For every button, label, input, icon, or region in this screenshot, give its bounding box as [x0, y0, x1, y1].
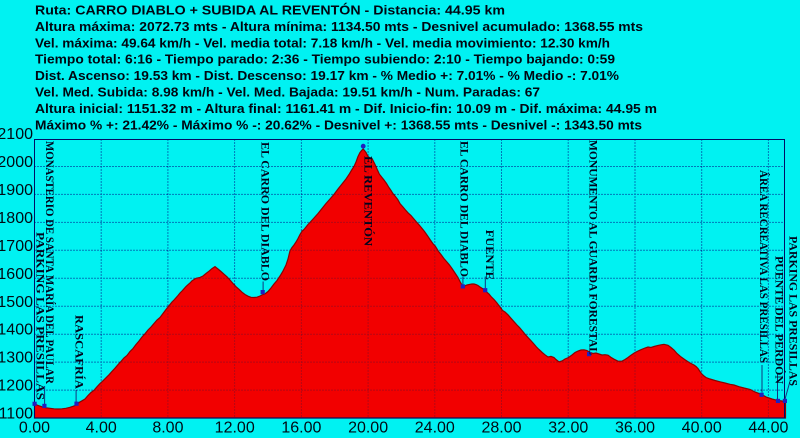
svg-text:8.00: 8.00: [152, 420, 183, 437]
svg-text:Altura máxima: 2072.73 mts - A: Altura máxima: 2072.73 mts - Altura míni…: [35, 19, 643, 34]
svg-text:1900: 1900: [0, 182, 33, 199]
svg-text:0.00: 0.00: [19, 420, 50, 437]
svg-text:1100: 1100: [0, 406, 33, 423]
svg-text:RASCAFRÍA: RASCAFRÍA: [73, 315, 87, 390]
svg-text:44.00: 44.00: [748, 420, 788, 437]
svg-text:Altura inicial: 1151.32 m - Al: Altura inicial: 1151.32 m - Altura final…: [35, 101, 657, 116]
svg-text:1200: 1200: [0, 378, 33, 395]
svg-text:EL REVENTÓN: EL REVENTÓN: [362, 156, 376, 247]
svg-text:4.00: 4.00: [86, 420, 117, 437]
svg-text:12.00: 12.00: [215, 420, 255, 437]
svg-text:Dist. Ascenso: 19.53 km - Dist: Dist. Ascenso: 19.53 km - Dist. Descenso…: [35, 68, 619, 83]
svg-text:1400: 1400: [0, 322, 33, 339]
svg-text:1800: 1800: [0, 210, 33, 227]
svg-text:PUENTE DEL PERDÓN: PUENTE DEL PERDÓN: [773, 256, 787, 385]
svg-text:Vel. Med. Subida: 8.98 km/h -: Vel. Med. Subida: 8.98 km/h - Vel. Med. …: [35, 85, 540, 100]
svg-text:PARKING LAS PRESILLAS: PARKING LAS PRESILLAS: [34, 232, 46, 400]
svg-text:24.00: 24.00: [415, 420, 455, 437]
svg-text:EL CARRO DEL DIABLO: EL CARRO DEL DIABLO: [458, 141, 470, 277]
svg-text:MONASTERIO DE SANTA MARÍA DEL: MONASTERIO DE SANTA MARÍA DEL PAULAR: [43, 141, 57, 385]
svg-text:Ruta: CARRO DIABLO + SUBIDA AL: Ruta: CARRO DIABLO + SUBIDA AL REVENTÓN …: [35, 3, 505, 18]
svg-text:Tiempo total: 6:16 - Tiempo pa: Tiempo total: 6:16 - Tiempo parado: 2:36…: [35, 52, 615, 67]
svg-text:MONUMENTO AL GUARDA FORESTAL: MONUMENTO AL GUARDA FORESTAL: [587, 140, 599, 355]
svg-text:Vel. máxima: 49.64 km/h - Vel.: Vel. máxima: 49.64 km/h - Vel. media tot…: [35, 35, 610, 50]
svg-text:40.00: 40.00: [682, 420, 722, 437]
svg-text:1300: 1300: [0, 350, 33, 367]
svg-text:28.00: 28.00: [481, 420, 521, 437]
svg-text:32.00: 32.00: [548, 420, 588, 437]
svg-text:1700: 1700: [0, 238, 33, 255]
svg-text:36.00: 36.00: [615, 420, 655, 437]
svg-text:PARKING LAS PRESILLAS: PARKING LAS PRESILLAS: [787, 236, 799, 386]
svg-text:Máximo % +: 21.42% - Máximo %: Máximo % +: 21.42% - Máximo % -: 20.62% …: [35, 117, 642, 132]
svg-text:2000: 2000: [0, 154, 33, 171]
svg-text:1500: 1500: [0, 294, 33, 311]
svg-text:ÁREA RECREATIVA LAS PRESILLAS: ÁREA RECREATIVA LAS PRESILLAS: [757, 170, 771, 363]
svg-text:2100: 2100: [0, 126, 33, 143]
svg-text:16.00: 16.00: [281, 420, 321, 437]
svg-text:1600: 1600: [0, 266, 33, 283]
svg-text:FUENTE: FUENTE: [483, 230, 495, 280]
svg-text:EL CARRO DEL DIABLO: EL CARRO DEL DIABLO: [259, 142, 271, 281]
svg-text:20.00: 20.00: [348, 420, 388, 437]
